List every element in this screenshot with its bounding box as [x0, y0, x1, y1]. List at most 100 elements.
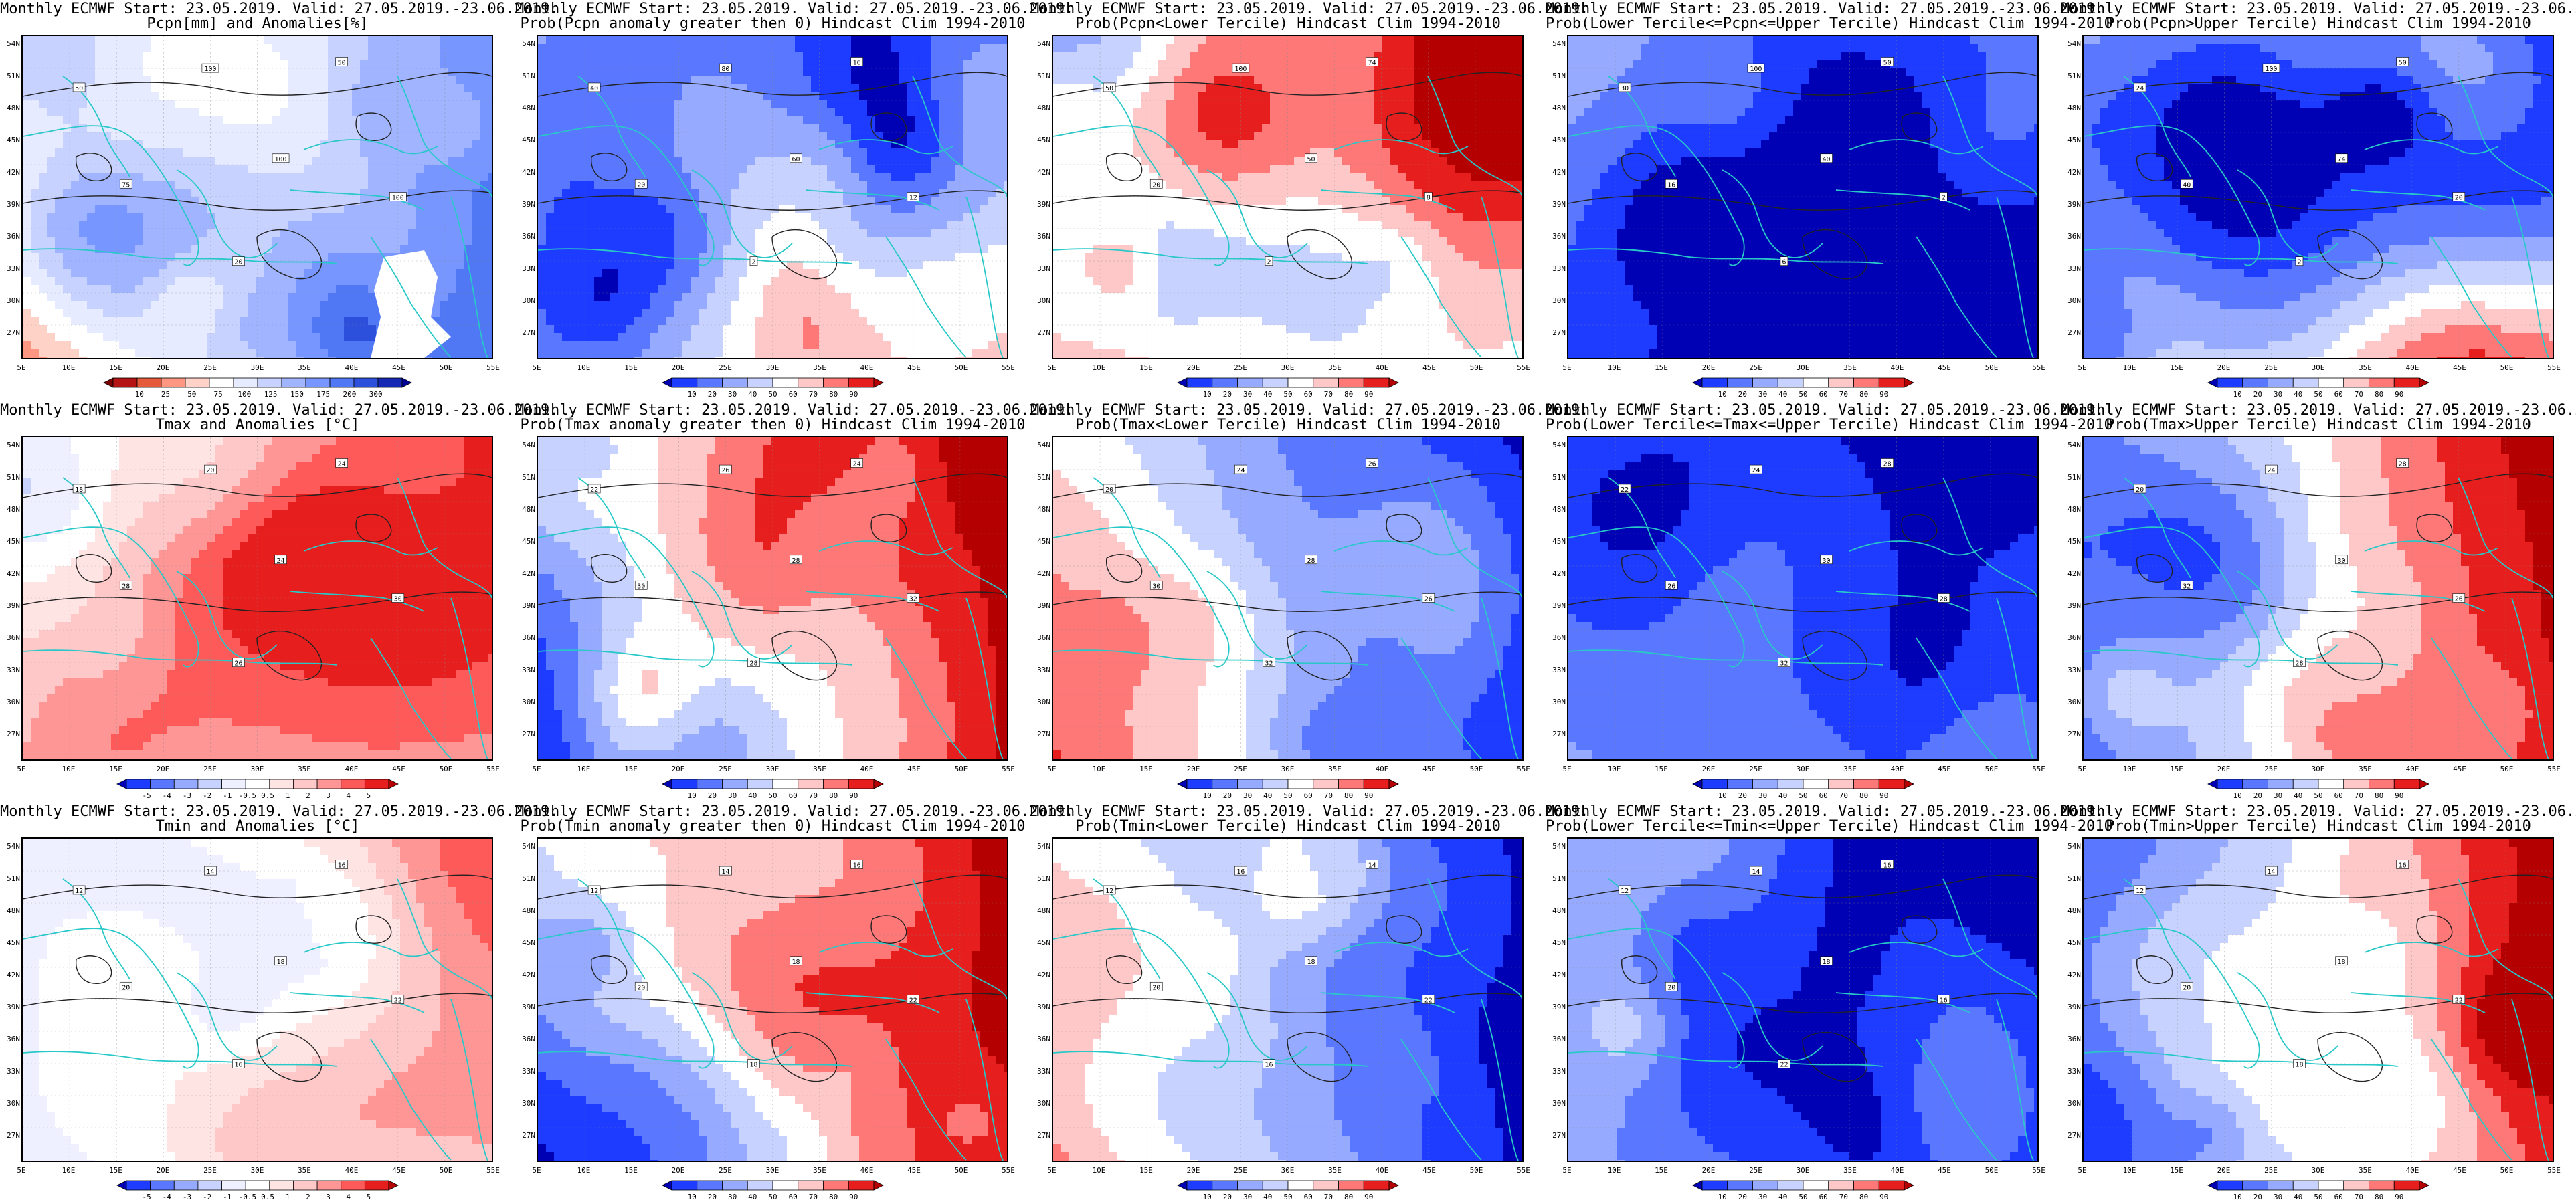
- contour-value-label: 20: [2133, 484, 2146, 494]
- longitude-label: 40E: [341, 364, 363, 372]
- coastline: [1568, 125, 1745, 266]
- contour-line: [1802, 630, 1867, 681]
- latitude-label: 48N: [1, 907, 20, 915]
- colorbar-tick-label: 3: [317, 1193, 340, 1201]
- panel-title-line1: Monthly ECMWF Start: 23.05.2019. Valid: …: [1546, 804, 2104, 820]
- longitude-label: 45E: [2448, 364, 2471, 372]
- contour-value-label: 26: [2452, 593, 2466, 603]
- latitude-label: 30N: [1, 297, 20, 305]
- contour-line: [1053, 190, 1522, 211]
- longitude-label: 30E: [246, 765, 269, 773]
- latitude-label: 36N: [1, 233, 20, 241]
- coastline: [2511, 196, 2549, 358]
- colorbar-tick-label: 60: [781, 1193, 804, 1201]
- latitude-label: 27N: [2062, 730, 2081, 738]
- colorbar-tick-label: 75: [207, 391, 229, 399]
- latitude-label: 42N: [2062, 169, 2081, 177]
- map-area: 12 14 16 18 20 22 16: [21, 837, 493, 1162]
- latitude-label: 54N: [517, 40, 535, 48]
- latitude-label: 36N: [1032, 233, 1050, 241]
- longitude-label: 45E: [387, 364, 410, 372]
- latitude-label: 39N: [517, 201, 535, 209]
- longitude-label: 55E: [997, 1167, 1020, 1175]
- colorbar-tick-label: 20: [1731, 792, 1754, 800]
- panel-title-line1: Monthly ECMWF Start: 23.05.2019. Valid: …: [1030, 804, 1588, 820]
- coastline: [23, 248, 338, 264]
- longitude-label: 15E: [1135, 364, 1158, 372]
- latitude-label: 33N: [517, 265, 535, 273]
- contour-line: [75, 153, 112, 181]
- latitude-label: 51N: [517, 474, 535, 482]
- contour-value-label: 14: [1750, 866, 1762, 876]
- longitude-label: 35E: [1323, 1167, 1346, 1175]
- longitude-label: 20E: [2213, 364, 2235, 372]
- contour-line: [1568, 591, 2037, 612]
- panel-title-line2: Prob(Tmin<Lower Tercile) Hindcast Clim 1…: [1030, 819, 1546, 835]
- panel-title-line1: Monthly ECMWF Start: 23.05.2019. Valid: …: [0, 804, 558, 820]
- colorbar-tick-label: 50: [181, 391, 203, 399]
- longitude-label: 35E: [1839, 765, 1861, 773]
- longitude-label: 25E: [714, 1167, 737, 1175]
- contour-line: [1901, 112, 1938, 141]
- contour-value-label: 18: [790, 956, 802, 966]
- shaded-field: [538, 36, 1007, 358]
- colorbar-tick-label: 30: [1236, 391, 1259, 399]
- colorbar-tick-label: 90: [842, 1193, 865, 1201]
- contour-value-label: 18: [2293, 1059, 2306, 1069]
- panel-title-line2: Prob(Pcpn<Lower Tercile) Hindcast Clim 1…: [1030, 16, 1546, 32]
- panel-title-line2: Prob(Tmax<Lower Tercile) Hindcast Clim 1…: [1030, 417, 1546, 433]
- map-field-svg: 24 100 50 74 40 20 2: [2084, 36, 2553, 358]
- contour-line: [1568, 72, 2037, 97]
- longitude-label: 45E: [387, 1167, 410, 1175]
- colorbar-tick-label: 70: [1832, 792, 1855, 800]
- coastline: [1722, 169, 1823, 258]
- colorbar-tick-label: -3: [175, 792, 198, 800]
- colorbar-tick-label: 80: [822, 391, 845, 399]
- longitude-label: 35E: [1323, 765, 1346, 773]
- coastline: [2351, 992, 2486, 1013]
- contour-line: [256, 229, 322, 280]
- longitude-label: 5E: [10, 364, 33, 372]
- coastline: [397, 76, 492, 197]
- contour-line: [1568, 473, 2037, 498]
- contour-value-label: 32: [907, 593, 920, 603]
- contour-line: [1621, 153, 1658, 181]
- latitude-label: 54N: [1547, 441, 1566, 449]
- colorbar: [116, 1180, 399, 1191]
- contour-value-label: 24: [2133, 82, 2146, 92]
- contour-line: [75, 955, 112, 984]
- latitude-label: 48N: [1032, 907, 1050, 915]
- contour-value-label: 22: [587, 484, 601, 494]
- contour-value-label: 100: [1232, 63, 1250, 73]
- colorbar-tick-label: 60: [1297, 1193, 1319, 1201]
- longitude-label: 20E: [152, 364, 175, 372]
- contour-value-label: 16: [335, 860, 348, 869]
- contour-line: [1386, 514, 1422, 542]
- panel-title-line1: Monthly ECMWF Start: 23.05.2019. Valid: …: [1546, 1, 2104, 17]
- contour-value-label: 74: [2335, 153, 2348, 163]
- longitude-label: 5E: [2071, 1167, 2094, 1175]
- colorbar-tick-label: 90: [1873, 391, 1896, 399]
- shaded-field: [1568, 36, 2037, 358]
- shaded-field: [23, 437, 492, 759]
- coastline: [2084, 928, 2260, 1069]
- latitude-label: 39N: [2062, 602, 2081, 610]
- colorbar-tick-label: -0.5: [236, 1193, 259, 1201]
- contour-value-label: 2: [2295, 256, 2304, 266]
- contour-value-label: 20: [1103, 484, 1116, 494]
- contour-line: [2136, 153, 2173, 181]
- longitude-label: 55E: [997, 765, 1020, 773]
- longitude-label: 55E: [482, 1167, 504, 1175]
- longitude-label: 40E: [856, 1167, 879, 1175]
- latitude-label: 33N: [1547, 265, 1566, 273]
- panel-title-line2: Prob(Tmin anomaly greater then 0) Hindca…: [515, 819, 1030, 835]
- longitude-label: 30E: [2307, 765, 2330, 773]
- contour-value-label: 20: [204, 464, 217, 474]
- colorbar-tick-label: 70: [1832, 391, 1855, 399]
- colorbar: [662, 1180, 884, 1191]
- contour-value-label: 16: [850, 860, 863, 869]
- latitude-label: 45N: [1032, 538, 1050, 546]
- contour-line: [1621, 554, 1658, 583]
- longitude-label: 30E: [246, 364, 269, 372]
- colorbar-tick-label: 70: [802, 391, 824, 399]
